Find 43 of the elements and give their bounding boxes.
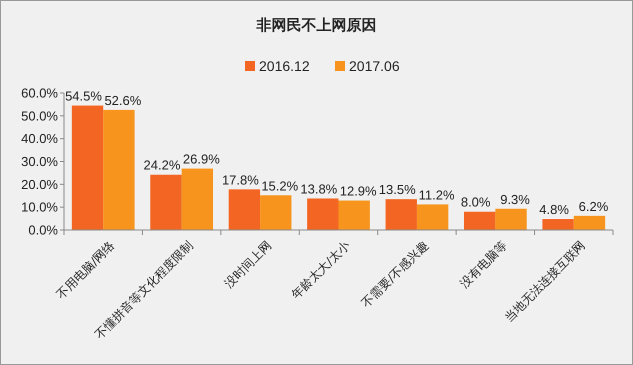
y-tick-label: 50.0%: [21, 108, 58, 124]
data-label: 13.5%: [378, 182, 416, 198]
bar: [307, 198, 338, 230]
data-label: 15.2%: [261, 178, 299, 194]
y-tick-label: 0.0%: [28, 222, 58, 238]
chart-title: 非网民不上网原因: [256, 17, 376, 34]
bar: [150, 174, 182, 230]
data-label: 54.5%: [65, 88, 102, 104]
bar: [103, 110, 135, 230]
data-label: 13.8%: [300, 181, 338, 196]
bar: [386, 199, 417, 230]
legend-label: 2016.12: [259, 58, 310, 74]
x-tick-label: 没有电脑等: [457, 238, 510, 290]
data-label: 9.3%: [500, 192, 530, 207]
bar: [72, 106, 104, 230]
y-tick-label: 60.0%: [21, 86, 58, 101]
data-label: 11.2%: [418, 187, 455, 202]
bar: [495, 208, 527, 230]
data-label: 26.9%: [182, 152, 220, 167]
bar: [182, 168, 214, 230]
data-label: 12.9%: [340, 184, 378, 199]
x-tick-label: 不需要/不感兴趣: [358, 238, 431, 310]
y-tick-label: 30.0%: [21, 154, 58, 170]
data-label: 6.2%: [578, 198, 609, 214]
data-label: 8.0%: [460, 194, 491, 210]
data-label: 17.8%: [222, 172, 260, 188]
bar: [260, 195, 292, 230]
data-label: 4.8%: [539, 202, 570, 218]
bar: [416, 204, 448, 230]
bar: [228, 189, 260, 230]
bar: [464, 212, 496, 230]
y-tick-label: 10.0%: [21, 200, 58, 215]
x-tick-label: 没时间上网: [222, 238, 274, 290]
bar: [574, 216, 606, 230]
legend-label: 2017.06: [349, 58, 400, 74]
x-tick-label: 年龄太大/太小: [288, 238, 353, 302]
data-label: 52.6%: [104, 92, 142, 108]
y-tick-label: 20.0%: [21, 176, 58, 192]
y-tick-label: 40.0%: [21, 131, 58, 146]
bar: [542, 219, 574, 230]
bar: [338, 200, 370, 230]
data-label: 24.2%: [144, 158, 181, 173]
x-tick-label: 不用电脑/网络: [54, 238, 118, 302]
